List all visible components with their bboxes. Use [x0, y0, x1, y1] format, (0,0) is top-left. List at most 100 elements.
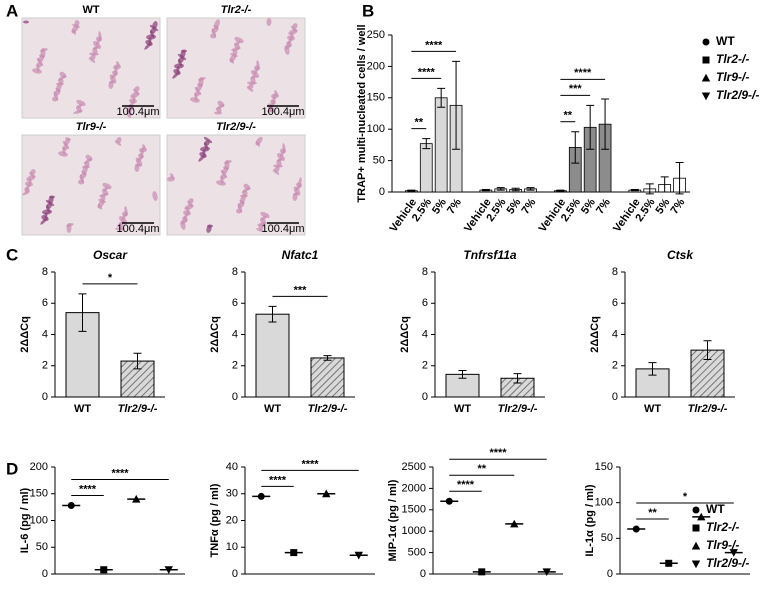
x-tick-label: 7% — [445, 196, 464, 216]
cell — [40, 217, 48, 225]
cell — [256, 228, 264, 232]
cell — [78, 179, 84, 185]
chart-title: Nfatc1 — [282, 248, 319, 262]
y-axis-label: TNFα (pg / ml) — [209, 483, 221, 557]
legend-label: WT — [716, 34, 735, 48]
bar — [255, 313, 290, 398]
legend-marker — [701, 73, 711, 82]
error-bar — [481, 188, 490, 192]
marker — [322, 489, 331, 498]
y-tick-label: 20 — [226, 514, 238, 526]
marker — [478, 568, 486, 576]
legend-marker — [691, 560, 701, 569]
y-tick-label: 4 — [612, 328, 618, 340]
cell — [115, 227, 125, 231]
cell — [247, 81, 257, 85]
y-tick-label: 0 — [232, 391, 238, 403]
cell — [32, 68, 42, 74]
significance-label: **** — [79, 483, 97, 495]
y-tick-label: 100 — [30, 514, 48, 526]
cell — [134, 164, 140, 172]
x-tick-label: 7% — [668, 196, 687, 216]
y-tick-label: 0 — [42, 391, 48, 403]
cell — [180, 220, 186, 230]
cell — [255, 141, 261, 147]
marker — [257, 492, 265, 500]
y-tick-label: 150 — [595, 461, 613, 473]
error-bar — [586, 104, 595, 150]
bar — [434, 97, 448, 193]
bar — [419, 143, 433, 193]
panel-letter: B — [362, 1, 374, 20]
cell — [292, 193, 298, 201]
cell — [146, 34, 156, 40]
significance-label: * — [108, 272, 113, 284]
cell — [210, 33, 216, 39]
marker — [542, 568, 551, 577]
cell — [246, 86, 254, 92]
micrograph — [166, 17, 306, 119]
significance-label: **** — [457, 479, 475, 491]
y-tick-label: 0 — [422, 391, 428, 403]
y-tick-label: 4 — [232, 328, 238, 340]
cell — [118, 216, 128, 224]
y-tick-label: 150 — [30, 488, 48, 500]
error-bar — [452, 60, 461, 150]
marker — [665, 559, 673, 567]
significance-label: ** — [648, 507, 657, 519]
cell — [273, 164, 283, 168]
y-tick-label: 2000 — [402, 482, 426, 494]
cell — [267, 109, 273, 113]
cell — [266, 18, 272, 26]
x-tick-label: 7% — [519, 196, 538, 216]
y-tick-label: 10 — [226, 541, 238, 553]
cell — [89, 52, 99, 56]
panel-letter: A — [6, 1, 18, 20]
x-tick-label: WT — [74, 403, 91, 415]
cell — [52, 96, 58, 102]
significance-label: ** — [477, 463, 486, 475]
error-bar — [133, 352, 142, 370]
error-bar — [78, 293, 87, 332]
error-bar — [556, 189, 565, 192]
micrograph — [21, 134, 161, 236]
y-tick-label: 0 — [379, 186, 385, 198]
error-bar — [268, 305, 277, 323]
error-bar — [496, 187, 505, 191]
cell — [88, 57, 96, 63]
legend-label: Tlr9-/- — [716, 70, 749, 84]
cell — [149, 24, 159, 32]
y-axis-label: 2ΔΔCq — [399, 316, 411, 353]
significance-label: **** — [574, 67, 592, 79]
y-tick-label: 6 — [232, 297, 238, 309]
error-bar — [323, 355, 332, 361]
cell — [203, 136, 213, 144]
legend-marker — [702, 38, 710, 46]
x-tick-label: WT — [264, 403, 281, 415]
y-tick-label: 200 — [367, 60, 385, 72]
marker — [729, 549, 738, 557]
y-tick-label: 0 — [232, 568, 238, 580]
error-bar — [630, 188, 639, 192]
marker — [132, 494, 141, 503]
significance-label: **** — [418, 66, 436, 78]
cell — [198, 154, 206, 162]
y-axis-label: 2ΔΔCq — [209, 316, 221, 353]
cell — [58, 151, 68, 157]
y-tick-label: 1500 — [402, 504, 426, 516]
y-tick-label: 40 — [226, 461, 238, 473]
cell — [102, 182, 112, 190]
y-axis-label: TRAP+ multi-nucleated cells / well — [356, 24, 368, 202]
significance-label: **** — [301, 458, 319, 470]
cell — [276, 153, 286, 161]
y-tick-label: 100 — [595, 497, 613, 509]
cell — [167, 176, 175, 182]
legend-marker — [692, 506, 700, 514]
x-tick-label: Tlr2/9-/- — [688, 403, 728, 415]
error-bar — [458, 369, 467, 379]
significance-label: * — [683, 491, 688, 503]
y-axis-label: IL-1α (pg / ml) — [584, 484, 596, 556]
error-bar — [703, 340, 712, 360]
marker — [290, 549, 298, 557]
